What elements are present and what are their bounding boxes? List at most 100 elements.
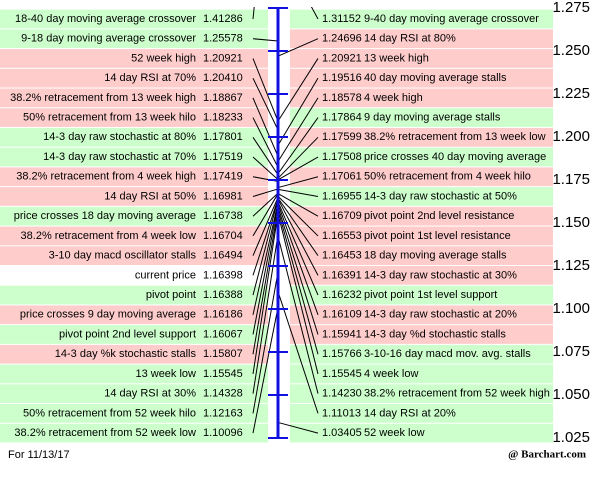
level-value: 1.11013 xyxy=(322,407,361,419)
row-band xyxy=(0,127,268,147)
level-value: 1.18233 xyxy=(203,112,243,124)
level-value: 1.17508 xyxy=(322,151,362,163)
level-label: 52 week low xyxy=(364,427,425,439)
level-label: pivot point 2nd level resistance xyxy=(364,210,514,222)
level-value: 1.16981 xyxy=(203,190,243,202)
level-value: 1.16955 xyxy=(322,190,362,202)
level-label: 38.2% retracement from 13 week low xyxy=(364,131,546,143)
connectors xyxy=(252,7,319,434)
connector xyxy=(252,204,279,335)
level-label: 38.2% retracement from 52 week high xyxy=(364,388,550,400)
y-tick-label: 1.275 xyxy=(552,0,590,16)
row-band xyxy=(290,29,553,49)
level-value: 1.16067 xyxy=(203,328,243,340)
connector xyxy=(277,58,319,122)
row-band xyxy=(290,167,553,187)
level-value: 1.17419 xyxy=(203,171,243,183)
y-tick-label: 1.250 xyxy=(552,42,590,59)
row-band xyxy=(0,108,268,127)
date-note: For 11/13/17 xyxy=(8,449,70,461)
connector xyxy=(277,193,319,217)
level-value: 1.41286 xyxy=(203,13,243,25)
level-label: 50% retracement from 52 week hilo xyxy=(23,407,196,419)
level-value: 1.16109 xyxy=(322,309,362,321)
level-label: pivot point 2nd level support xyxy=(59,328,196,340)
connector xyxy=(277,213,319,375)
level-label: 9-18 day moving average crossover xyxy=(21,33,196,45)
row-band xyxy=(290,108,553,127)
level-label: 14-3 day raw stochastic at 50% xyxy=(364,190,517,202)
level-value: 1.17801 xyxy=(203,131,243,143)
row-band xyxy=(0,384,268,404)
row-band xyxy=(0,364,268,384)
level-value: 1.16704 xyxy=(203,230,243,242)
level-label: 38.2% retracement from 4 week high xyxy=(16,171,196,183)
row-band xyxy=(290,364,553,384)
connector xyxy=(252,97,279,157)
connector xyxy=(252,192,279,217)
y-tick-label: 1.125 xyxy=(552,257,590,274)
y-tick-label: 1.175 xyxy=(552,171,590,188)
level-label: 14-3 day raw stochastic at 70% xyxy=(43,151,196,163)
connector xyxy=(277,197,319,256)
level-label: 14 day RSI at 80% xyxy=(364,33,456,45)
level-label: 3-10-16 day macd mov. avg. stalls xyxy=(364,348,531,360)
row-band xyxy=(0,423,268,443)
level-value: 1.25578 xyxy=(203,33,243,45)
level-label: 18 day moving average stalls xyxy=(364,250,507,262)
row-band xyxy=(0,226,268,246)
row-band xyxy=(290,423,553,443)
connector xyxy=(277,206,319,335)
row-band xyxy=(290,305,553,325)
level-value: 1.15545 xyxy=(322,368,362,380)
row-band xyxy=(0,9,268,29)
row-band xyxy=(290,49,553,68)
row-band xyxy=(290,147,553,167)
connector xyxy=(252,307,279,434)
row-band xyxy=(290,246,553,265)
connector xyxy=(252,209,279,355)
connector xyxy=(252,213,279,375)
level-label: price crosses 40 day moving average xyxy=(364,151,546,163)
level-value: 1.16738 xyxy=(203,210,243,222)
row-band xyxy=(0,68,268,88)
connector xyxy=(277,188,319,197)
row-band xyxy=(0,404,268,423)
row-band xyxy=(290,206,553,226)
level-label: 18-40 day moving average crossover xyxy=(15,13,196,25)
connector xyxy=(277,117,319,175)
connector xyxy=(277,291,319,414)
row-band xyxy=(0,246,268,265)
level-label: 14-3 day raw stochastic at 20% xyxy=(364,309,517,321)
row-band xyxy=(0,266,268,285)
connector xyxy=(277,136,319,179)
y-tick-label: 1.025 xyxy=(552,429,590,446)
level-value: 1.20921 xyxy=(322,52,362,64)
row-band xyxy=(0,206,268,226)
level-value: 1.15941 xyxy=(322,328,362,340)
connector xyxy=(277,236,319,394)
level-label: 50% retracement from 4 week hilo xyxy=(364,171,531,183)
connector xyxy=(277,201,319,296)
row-band xyxy=(290,68,553,88)
level-label: 38.2% retracement from 13 week high xyxy=(10,92,196,104)
y-tick-label: 1.225 xyxy=(552,85,590,102)
level-label: 52 week high xyxy=(131,52,196,64)
row-band xyxy=(290,325,553,344)
level-label: 50% retracement from 13 week hilo xyxy=(23,112,196,124)
level-value: 1.16391 xyxy=(322,269,362,281)
connector xyxy=(252,38,279,42)
level-label: 4 week high xyxy=(364,92,423,104)
level-label: 14-3 day raw stochastic at 30% xyxy=(364,269,517,281)
row-band xyxy=(0,285,268,305)
connector xyxy=(252,188,279,197)
connector xyxy=(252,197,279,256)
connector xyxy=(252,58,279,122)
connector xyxy=(252,156,279,181)
bands: 18-40 day moving average crossover 1.4128… xyxy=(0,9,553,443)
row-band xyxy=(290,88,553,108)
level-value: 1.16388 xyxy=(203,289,243,301)
row-band xyxy=(290,344,553,364)
